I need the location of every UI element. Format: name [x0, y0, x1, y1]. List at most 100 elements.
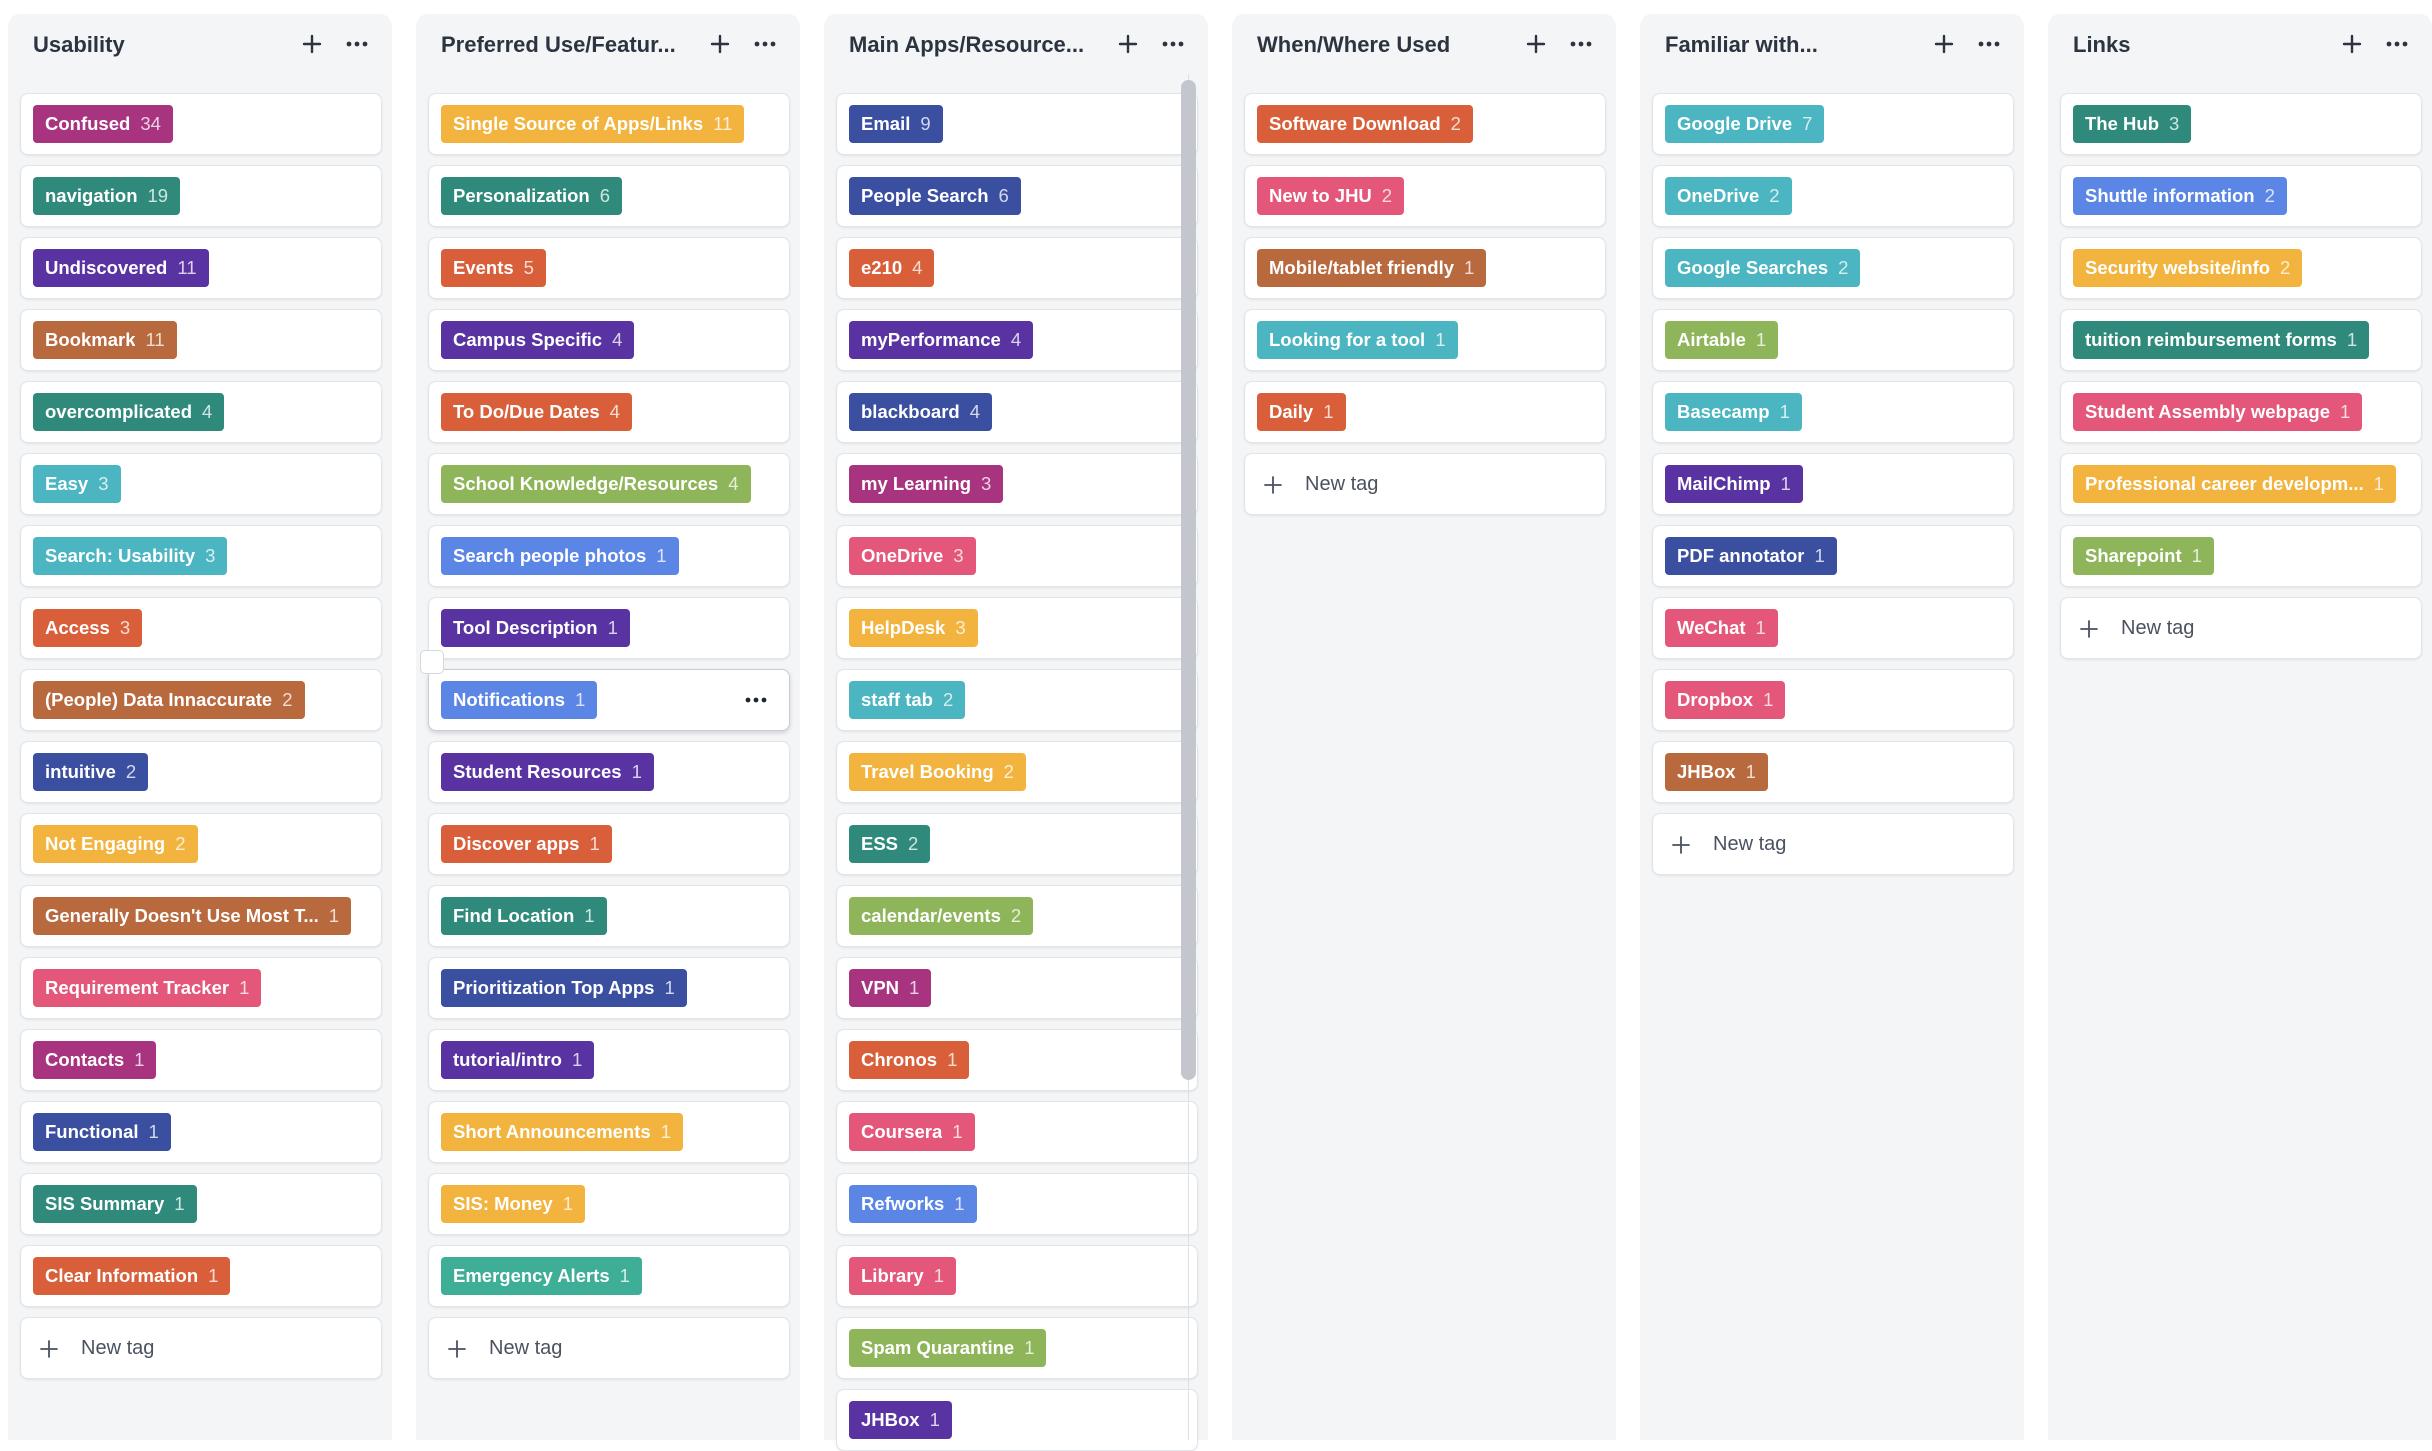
tag-card[interactable]: Coursera 1	[836, 1101, 1198, 1163]
tag-pill[interactable]: PDF annotator 1	[1665, 537, 1837, 575]
tag-pill[interactable]: Prioritization Top Apps 1	[441, 969, 687, 1007]
tag-card[interactable]: Tool Description 1	[428, 597, 790, 659]
tag-card[interactable]: Airtable 1	[1652, 309, 2014, 371]
tag-card[interactable]: People Search 6	[836, 165, 1198, 227]
add-tag-button[interactable]	[702, 26, 738, 62]
tag-card[interactable]: Prioritization Top Apps 1	[428, 957, 790, 1019]
tag-card[interactable]: Access 3	[20, 597, 382, 659]
tag-pill[interactable]: SIS Summary 1	[33, 1185, 197, 1223]
tag-card[interactable]: Mobile/tablet friendly 1	[1244, 237, 1606, 299]
tag-pill[interactable]: Chronos 1	[849, 1041, 970, 1079]
tag-card[interactable]: tutorial/intro 1	[428, 1029, 790, 1091]
tag-card[interactable]: The Hub 3	[2060, 93, 2422, 155]
tag-pill[interactable]: (People) Data Innaccurate 2	[33, 681, 305, 719]
tag-menu-button[interactable]	[745, 690, 767, 715]
tag-pill[interactable]: Notifications 1	[441, 681, 598, 719]
tag-card[interactable]: Security website/info 2	[2060, 237, 2422, 299]
column-scrollbar[interactable]	[1178, 74, 1200, 1440]
tag-card[interactable]: staff tab 2	[836, 669, 1198, 731]
column-menu-button[interactable]	[2378, 26, 2414, 62]
tag-card[interactable]: intuitive 2	[20, 741, 382, 803]
tag-card[interactable]: Search: Usability 3	[20, 525, 382, 587]
tag-pill[interactable]: SIS: Money 1	[441, 1185, 586, 1223]
tag-card[interactable]: Dropbox 1	[1652, 669, 2014, 731]
tag-card[interactable]: Undiscovered 11	[20, 237, 382, 299]
tag-pill[interactable]: JHBox 1	[849, 1401, 952, 1439]
tag-pill[interactable]: Airtable 1	[1665, 321, 1779, 359]
tag-card[interactable]: Basecamp 1	[1652, 381, 2014, 443]
tag-card[interactable]: OneDrive 2	[1652, 165, 2014, 227]
new-tag-button[interactable]: New tag	[1652, 813, 2014, 875]
tag-card[interactable]: Short Announcements 1	[428, 1101, 790, 1163]
tag-card[interactable]: Software Download 2	[1244, 93, 1606, 155]
tag-card[interactable]: OneDrive 3	[836, 525, 1198, 587]
tag-pill[interactable]: HelpDesk 3	[849, 609, 978, 647]
tag-card[interactable]: Chronos 1	[836, 1029, 1198, 1091]
tag-pill[interactable]: MailChimp 1	[1665, 465, 1803, 503]
add-tag-button[interactable]	[294, 26, 330, 62]
tag-pill[interactable]: Easy 3	[33, 465, 121, 503]
tag-card[interactable]: JHBox 1	[836, 1389, 1198, 1451]
tag-pill[interactable]: blackboard 4	[849, 393, 992, 431]
tag-pill[interactable]: Bookmark 11	[33, 321, 177, 359]
tag-pill[interactable]: Shuttle information 2	[2073, 177, 2287, 215]
tag-pill[interactable]: Personalization 6	[441, 177, 623, 215]
tag-pill[interactable]: Dropbox 1	[1665, 681, 1786, 719]
tag-pill[interactable]: Single Source of Apps/Links 11	[441, 105, 745, 143]
tag-card[interactable]: ESS 2	[836, 813, 1198, 875]
tag-pill[interactable]: Library 1	[849, 1257, 957, 1295]
tag-pill[interactable]: Discover apps 1	[441, 825, 612, 863]
tag-pill[interactable]: Search people photos 1	[441, 537, 679, 575]
tag-card[interactable]: tuition reimbursement forms 1	[2060, 309, 2422, 371]
add-tag-button[interactable]	[1518, 26, 1554, 62]
tag-card[interactable]: Sharepoint 1	[2060, 525, 2422, 587]
tag-pill[interactable]: People Search 6	[849, 177, 1021, 215]
tag-pill[interactable]: To Do/Due Dates 4	[441, 393, 632, 431]
tag-card[interactable]: Contacts 1	[20, 1029, 382, 1091]
tag-pill[interactable]: tutorial/intro 1	[441, 1041, 595, 1079]
tag-pill[interactable]: intuitive 2	[33, 753, 149, 791]
tag-card[interactable]: Generally Doesn't Use Most T... 1	[20, 885, 382, 947]
tag-card[interactable]: Looking for a tool 1	[1244, 309, 1606, 371]
tag-pill[interactable]: New to JHU 2	[1257, 177, 1405, 215]
tag-pill[interactable]: The Hub 3	[2073, 105, 2192, 143]
new-tag-button[interactable]: New tag	[428, 1317, 790, 1379]
tag-card[interactable]: Student Assembly webpage 1	[2060, 381, 2422, 443]
tag-card[interactable]: New to JHU 2	[1244, 165, 1606, 227]
tag-card[interactable]: Emergency Alerts 1	[428, 1245, 790, 1307]
tag-card[interactable]: Professional career developm... 1	[2060, 453, 2422, 515]
tag-pill[interactable]: Events 5	[441, 249, 546, 287]
tag-pill[interactable]: Refworks 1	[849, 1185, 977, 1223]
tag-pill[interactable]: myPerformance 4	[849, 321, 1034, 359]
tag-pill[interactable]: Daily 1	[1257, 393, 1346, 431]
tag-card[interactable]: VPN 1	[836, 957, 1198, 1019]
tag-card[interactable]: Student Resources 1	[428, 741, 790, 803]
tag-pill[interactable]: Access 3	[33, 609, 143, 647]
tag-card[interactable]: overcomplicated 4	[20, 381, 382, 443]
tag-pill[interactable]: my Learning 3	[849, 465, 1004, 503]
tag-pill[interactable]: Functional 1	[33, 1113, 171, 1151]
tag-pill[interactable]: JHBox 1	[1665, 753, 1768, 791]
tag-card[interactable]: Daily 1	[1244, 381, 1606, 443]
tag-pill[interactable]: overcomplicated 4	[33, 393, 225, 431]
tag-pill[interactable]: ESS 2	[849, 825, 931, 863]
tag-card[interactable]: Find Location 1	[428, 885, 790, 947]
tag-pill[interactable]: calendar/events 2	[849, 897, 1034, 935]
tag-pill[interactable]: OneDrive 3	[849, 537, 976, 575]
tag-pill[interactable]: Looking for a tool 1	[1257, 321, 1458, 359]
tag-pill[interactable]: Clear Information 1	[33, 1257, 231, 1295]
tag-card[interactable]: Personalization 6	[428, 165, 790, 227]
tag-card[interactable]: Events 5	[428, 237, 790, 299]
tag-pill[interactable]: Contacts 1	[33, 1041, 157, 1079]
tag-card[interactable]: Travel Booking 2	[836, 741, 1198, 803]
tag-card[interactable]: Search people photos 1	[428, 525, 790, 587]
add-tag-button[interactable]	[2334, 26, 2370, 62]
tag-card[interactable]: Campus Specific 4	[428, 309, 790, 371]
tag-card[interactable]: Confused 34	[20, 93, 382, 155]
tag-card[interactable]: Google Drive 7	[1652, 93, 2014, 155]
tag-pill[interactable]: Student Resources 1	[441, 753, 654, 791]
tag-pill[interactable]: Basecamp 1	[1665, 393, 1802, 431]
tag-pill[interactable]: School Knowledge/Resources 4	[441, 465, 751, 503]
tag-pill[interactable]: Find Location 1	[441, 897, 607, 935]
tag-pill[interactable]: Sharepoint 1	[2073, 537, 2214, 575]
